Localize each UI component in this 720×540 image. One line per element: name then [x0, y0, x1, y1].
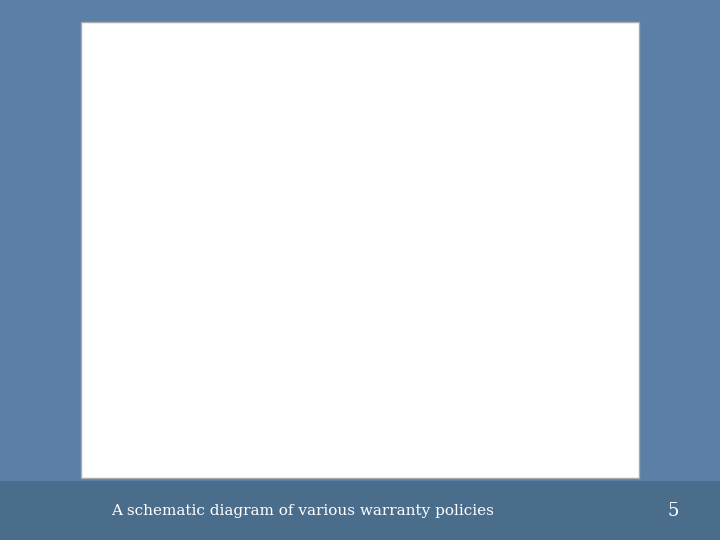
FancyBboxPatch shape: [418, 413, 526, 443]
Text: PRW: PRW: [232, 352, 259, 362]
FancyBboxPatch shape: [320, 237, 361, 258]
FancyBboxPatch shape: [166, 292, 264, 313]
Text: Group of items (Fridge,
car, group of machines): Group of items (Fridge, car, group of ma…: [333, 181, 466, 204]
Text: FR: FR: [333, 242, 348, 253]
Text: Combination: Combination: [441, 242, 513, 253]
Text: Multi dimensional
warranty (Car services): Multi dimensional warranty (Car services…: [410, 418, 534, 437]
Text: PR: PR: [391, 242, 407, 253]
FancyBboxPatch shape: [299, 292, 421, 313]
Text: 5: 5: [667, 502, 679, 520]
FancyBboxPatch shape: [173, 111, 296, 143]
FancyBboxPatch shape: [146, 177, 233, 208]
Text: Involving product development
(Computers, chips, software ...): Involving product development (Computers…: [349, 116, 527, 138]
FancyBboxPatch shape: [330, 177, 467, 208]
Text: Not involving product
development: Not involving product development: [173, 116, 296, 137]
Text: Extended warranty
(consumer goods): Extended warranty (consumer goods): [284, 418, 385, 437]
Text: Combination: Combination: [293, 352, 366, 362]
Text: Non-Renewing: Non-Renewing: [173, 297, 256, 307]
Text: A schematic diagram of various warranty policies: A schematic diagram of various warranty …: [111, 504, 494, 518]
FancyBboxPatch shape: [125, 411, 243, 448]
Text: FRW: FRW: [162, 352, 189, 362]
FancyBboxPatch shape: [441, 237, 513, 258]
FancyBboxPatch shape: [283, 413, 387, 443]
Text: Warranty Policics: Warranty Policics: [308, 63, 412, 76]
FancyBboxPatch shape: [286, 347, 372, 367]
FancyBboxPatch shape: [304, 58, 416, 82]
FancyBboxPatch shape: [378, 237, 420, 258]
Text: Reliability Improving
Warranty (Complex,
Repairable equipments): Reliability Improving Warranty (Complex,…: [121, 415, 247, 445]
FancyBboxPatch shape: [152, 347, 199, 367]
FancyBboxPatch shape: [222, 347, 269, 367]
Text: Single item: Single item: [158, 188, 222, 198]
Text: Renewing (Car tires): Renewing (Car tires): [301, 297, 419, 307]
FancyBboxPatch shape: [369, 111, 508, 143]
